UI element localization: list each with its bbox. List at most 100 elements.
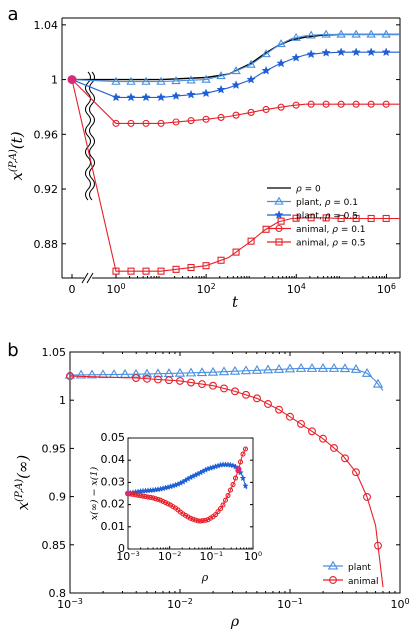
panel-a-point-3 xyxy=(352,100,360,108)
panel-b-point-1 xyxy=(132,374,140,382)
inset-point-1 xyxy=(187,515,194,521)
inset-xtick-label: 10−1 xyxy=(200,550,224,563)
inset-point-1 xyxy=(185,514,191,520)
panel-a-legend-label: plant, ρ = 0.5 xyxy=(296,212,358,222)
panel-b-frame xyxy=(69,351,401,594)
inset-point-1 xyxy=(242,446,249,452)
panel-b-xtick-label-base: 10 xyxy=(277,598,291,611)
panel-b-point-1 xyxy=(187,378,195,387)
panel-b-ytick-label: 1 xyxy=(59,394,66,407)
inset-point-0 xyxy=(242,482,249,489)
inset-point-1 xyxy=(165,501,171,507)
panel-b-xtick-label-exp: −2 xyxy=(181,597,193,606)
inset-point-1 xyxy=(237,459,244,465)
inset-ylabel: x(∞) − x(1) xyxy=(89,466,100,520)
panel-b-point-1 xyxy=(242,390,250,399)
panel-a-point-3 xyxy=(202,115,210,123)
panel-b-point-1 xyxy=(165,376,173,385)
panel-a-ytick-label: 0.96 xyxy=(34,128,59,141)
panel-a-point-4 xyxy=(367,214,375,223)
inset-point-1 xyxy=(212,512,219,518)
panel-b-point-1 xyxy=(319,434,327,443)
inset-point-0 xyxy=(239,474,247,482)
panel-a-point-1 xyxy=(306,30,316,39)
panel-a-point-2 xyxy=(291,52,301,62)
panel-a-point-1 xyxy=(351,29,361,38)
panel-a-xtick-label: 0 xyxy=(69,283,76,296)
panel-b-xtick-label-base: 10 xyxy=(57,598,71,611)
panel-a-legend-label-var: ρ xyxy=(296,185,302,195)
inset-xtick-label-exp: −2 xyxy=(172,550,182,558)
panel-a-xtick-label-base: 10 xyxy=(106,283,120,296)
panel-b-xtick-label: 100 xyxy=(390,597,409,611)
panel-a-point-4 xyxy=(337,214,345,223)
inset-point-1 xyxy=(225,492,231,499)
panel-a-point-2 xyxy=(141,92,151,102)
panel-a-series-line-2 xyxy=(71,51,400,98)
panel-a-ytick-label: 1 xyxy=(51,74,58,87)
panel-b-point-0 xyxy=(108,369,120,379)
panel-b-point-1 xyxy=(264,400,272,408)
panel-a-legend-label-var: ρ xyxy=(332,239,338,249)
panel-a-point-4 xyxy=(157,267,165,275)
panel-b-point-0 xyxy=(185,367,197,377)
panel-a-point-4 xyxy=(112,267,120,275)
panel-b-xlabel: ρ xyxy=(230,614,240,630)
inset-point-1 xyxy=(240,451,246,457)
panel-a-point-4 xyxy=(232,248,240,256)
panel-a-xtick-label: 102 xyxy=(197,282,216,296)
inset-point-1 xyxy=(137,493,144,499)
panel-a-point-2 xyxy=(201,88,211,98)
panel-a-point-3 xyxy=(112,119,120,127)
panel-b-legend-label: animal xyxy=(348,577,379,587)
inset-point-1 xyxy=(227,487,234,493)
panel-a-point-3 xyxy=(217,113,225,122)
panel-b-ytick-label: 0.95 xyxy=(42,442,67,455)
inset-xtick-label-exp: −1 xyxy=(214,550,224,558)
panel-a-point-4 xyxy=(172,265,180,273)
inset-point-1 xyxy=(220,502,226,508)
panel-b-point-0 xyxy=(339,363,351,373)
panel-a-xtick-label-base: 10 xyxy=(197,283,211,296)
inset-point-1 xyxy=(152,496,159,502)
panel-a-point-3 xyxy=(322,100,330,108)
panel-a-ylabel-base: x xyxy=(8,172,26,181)
panel-b-point-1 xyxy=(297,419,305,428)
panel-a-point-4 xyxy=(202,262,210,270)
panel-b-legend-marker xyxy=(329,576,337,584)
panel-b-point-0 xyxy=(196,367,208,377)
panel-b-point-0 xyxy=(141,368,153,378)
panel-a-point-4 xyxy=(247,237,255,245)
panel-a-legend-label-suffix: = 0.1 xyxy=(330,198,358,208)
panel-b-point-1 xyxy=(143,374,151,383)
inset-point-1 xyxy=(140,493,146,499)
inset-point-1 xyxy=(195,518,201,524)
panel-a-point-2 xyxy=(336,47,346,57)
panel-a-point-1 xyxy=(291,32,301,41)
panel-a-legend-label: animal, ρ = 0.1 xyxy=(296,225,366,235)
panel-b-ytick-label: 0.9 xyxy=(49,491,67,504)
panel-a-break-wave-1 xyxy=(85,71,91,201)
panel-a-point-4 xyxy=(352,214,360,223)
panel-b-point-0 xyxy=(75,369,87,379)
panel-b-point-0 xyxy=(97,369,109,379)
inset-point-1 xyxy=(130,491,136,497)
panel-a-legend-label: plant, ρ = 0.1 xyxy=(296,198,358,208)
inset-point-1 xyxy=(217,506,224,512)
panel-a-point-3 xyxy=(292,101,300,109)
panel-a-point-4 xyxy=(292,214,300,222)
inset-ytick-label: 0.04 xyxy=(101,453,126,466)
panel-b-point-0 xyxy=(284,363,296,373)
inset-point-1 xyxy=(160,498,166,504)
panel-a-point-3 xyxy=(232,111,240,119)
panel-a-point-4 xyxy=(187,263,195,272)
panel-a-legend-label-prefix: animal, xyxy=(296,225,332,235)
panel-a-xtick-label-exp: 4 xyxy=(301,282,306,291)
panel-a-point-3 xyxy=(142,119,150,127)
panel-a-ylabel: x(P,A)(t) xyxy=(8,131,26,180)
panel-b-ylabel-arg: (∞) xyxy=(14,455,32,479)
panel-a-xtick-label: 106 xyxy=(377,282,396,296)
panel-b-point-1 xyxy=(220,384,228,393)
inset-frame xyxy=(127,437,254,550)
inset-start-point xyxy=(125,490,131,497)
